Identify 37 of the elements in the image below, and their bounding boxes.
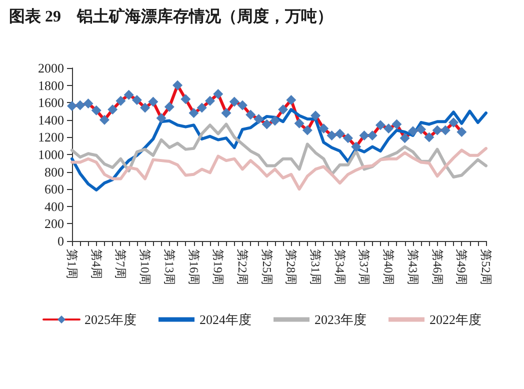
line-series: [70, 108, 488, 192]
y-tick-label: 400: [44, 198, 64, 214]
x-tick-label: 第52周: [479, 249, 493, 285]
x-tick-label: 第16周: [186, 249, 201, 285]
y-tick-label: 1200: [38, 130, 64, 145]
x-tick-label: 第10周: [138, 249, 152, 285]
legend-label: 2022年度: [430, 312, 482, 327]
x-tick-label: 第46周: [430, 249, 444, 285]
y-tick-label: 1400: [38, 112, 64, 128]
y-tick-label: 600: [44, 182, 64, 197]
y-tick-label: 1600: [38, 95, 64, 110]
y-tick-label: 800: [44, 164, 64, 180]
x-tick-label: 第1周: [65, 249, 79, 279]
x-tick-label: 第34周: [332, 249, 347, 285]
y-tick-label: 0: [58, 234, 64, 248]
x-tick-label: 第40周: [382, 249, 396, 285]
x-tick-label: 第4周: [89, 249, 104, 279]
legend-label: 2025年度: [84, 312, 136, 327]
x-tick-label: 第49周: [454, 249, 469, 285]
y-tick-label: 2000: [38, 60, 64, 76]
y-tick-label: 1000: [38, 147, 64, 162]
x-tick-label: 第22周: [235, 249, 250, 285]
x-tick-label: 第7周: [114, 249, 128, 279]
x-tick-label: 第28周: [284, 249, 298, 285]
y-tick-label: 1800: [38, 78, 64, 93]
y-tick-label: 200: [44, 216, 64, 232]
x-tick-label: 第25周: [260, 249, 274, 285]
x-tick-label: 第37周: [357, 249, 372, 285]
x-tick-label: 第31周: [308, 249, 323, 285]
chart-title: 图表 29 铝土矿海漂库存情况（周度，万吨）: [9, 6, 333, 26]
line-series: [70, 146, 488, 191]
legend-label: 2023年度: [314, 312, 366, 327]
x-tick-label: 第19周: [211, 249, 226, 285]
x-tick-label: 第13周: [162, 249, 176, 285]
x-tick-label: 第43周: [406, 249, 420, 285]
line-series: [70, 122, 488, 178]
legend-label: 2024年度: [200, 312, 252, 327]
